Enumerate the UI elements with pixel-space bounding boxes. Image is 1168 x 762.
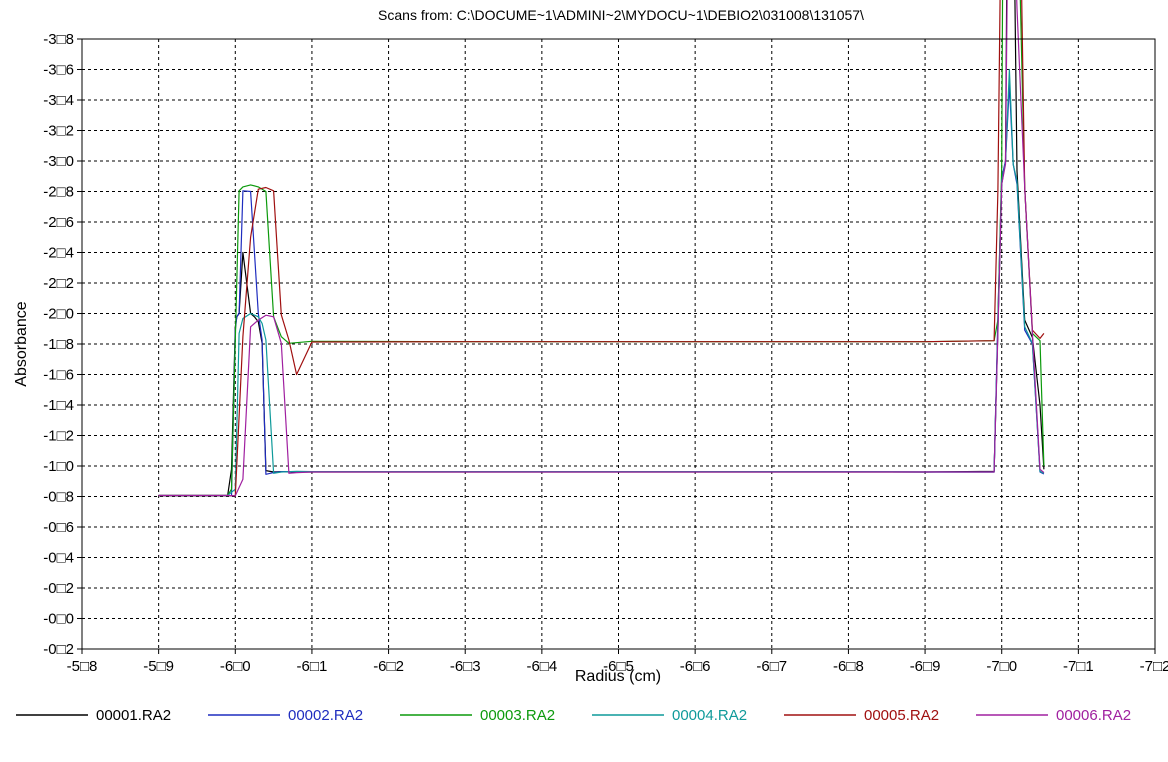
y-tick-label: -3□2 (43, 123, 74, 140)
series-line-00002 (158, 84, 1045, 497)
x-tick-label: -6□7 (756, 658, 787, 675)
y-tick-label: -0□6 (43, 519, 74, 536)
y-tick-label: -3□0 (43, 153, 74, 170)
grid (82, 39, 1155, 649)
series-line-00005 (158, 0, 1045, 497)
y-tick-label: -0□2 (43, 641, 74, 658)
x-axis-ticks: -5□8 -5□9 -6□0 -6□1 -6□2 -6□3 -6□4 -6□5 -6□6 -6□7… (67, 649, 1168, 675)
x-tick-label: -5□8 (67, 658, 98, 675)
x-tick-label: -6□3 (450, 658, 481, 675)
y-tick-label: -2□2 (43, 275, 74, 292)
y-tick-label: -2□8 (43, 184, 74, 201)
x-tick-label: -6□4 (526, 658, 557, 675)
x-tick-label: -5□9 (143, 658, 174, 675)
x-tick-label: -6□6 (680, 658, 711, 675)
y-tick-label: -2□4 (43, 245, 74, 262)
x-tick-label: -6□2 (373, 658, 404, 675)
x-tick-label: -6□1 (297, 658, 328, 675)
y-tick-label: -0□8 (43, 489, 74, 506)
series-lines (158, 0, 1045, 497)
y-tick-label: -3□8 (43, 31, 74, 48)
legend: 00001.RA2 00002.RA2 00003.RA2 00004.RA2 0000… (16, 707, 1131, 724)
y-tick-label: -0□4 (43, 550, 74, 567)
x-axis-title: Radius (cm) (575, 668, 661, 685)
chart-title: Scans from: C:\DOCUME~1\ADMINI~2\MYDOCU~… (378, 7, 864, 23)
legend-label: 00005.RA2 (864, 707, 939, 724)
y-tick-label: -0□0 (43, 611, 74, 628)
y-tick-label: -1□8 (43, 336, 74, 353)
x-tick-label: -7□0 (986, 658, 1017, 675)
legend-label: 00001.RA2 (96, 707, 171, 724)
y-axis-title: Absorbance (13, 301, 30, 386)
legend-label: 00004.RA2 (672, 707, 747, 724)
y-tick-label: -3□6 (43, 62, 74, 79)
legend-label: 00003.RA2 (480, 707, 555, 724)
series-line-00006 (158, 0, 1045, 497)
series-line-00003 (158, 0, 1045, 497)
y-tick-label: -2□6 (43, 214, 74, 231)
y-tick-label: -0□2 (43, 580, 74, 597)
legend-label: 00002.RA2 (288, 707, 363, 724)
x-tick-label: -7□2 (1140, 658, 1168, 675)
y-tick-label: -1□0 (43, 458, 74, 475)
y-tick-label: -1□2 (43, 428, 74, 445)
x-tick-label: -6□9 (910, 658, 941, 675)
y-axis-ticks: -0□2 -0□0 -0□2 -0□4 -0□6 -0□8 -1□0 -1□2 -1□4 -1□6… (43, 31, 82, 658)
y-tick-label: -3□4 (43, 92, 74, 109)
y-tick-label: -1□6 (43, 367, 74, 384)
x-tick-label: -6□5 (603, 658, 634, 675)
x-tick-label: -6□0 (220, 658, 251, 675)
x-tick-label: -7□1 (1063, 658, 1094, 675)
legend-label: 00006.RA2 (1056, 707, 1131, 724)
y-tick-label: -2□0 (43, 306, 74, 323)
y-tick-label: -1□4 (43, 397, 74, 414)
series-line-00001 (158, 0, 1045, 497)
x-tick-label: -6□8 (833, 658, 864, 675)
